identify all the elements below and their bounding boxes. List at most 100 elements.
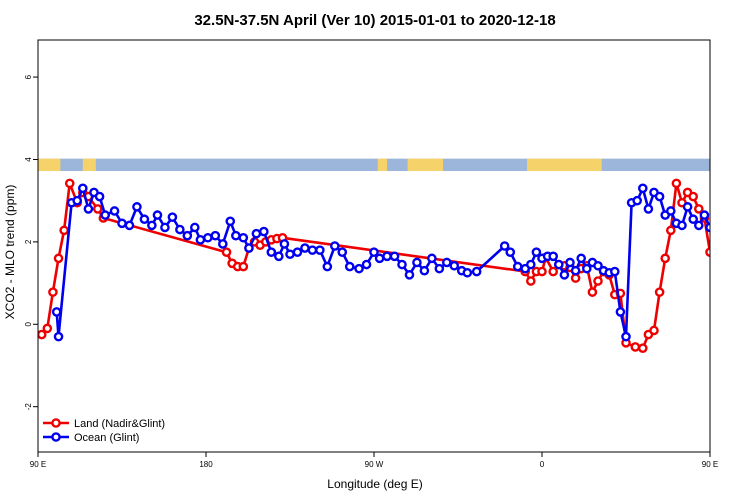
ocean-data-point [167,212,178,222]
ocean-data-point [244,243,254,253]
land-band-segment [407,158,444,172]
land-data-point [42,323,53,334]
y-axis-label: XCO2 - MLO trend (ppm) [3,185,17,320]
ocean-data-point [147,220,157,231]
ocean-data-point [382,251,392,262]
ocean-data-point [512,261,523,272]
ocean-data-point [315,245,325,255]
land-band-segment [38,158,61,172]
ocean-data-point [397,259,407,270]
x-tick-label: 90 E [702,460,718,469]
ocean-data-point [139,214,150,225]
ocean-data-point [259,226,269,237]
y-tick-label: 0 [24,322,33,327]
ocean-data-point [238,232,249,243]
ocean-data-point [266,247,277,257]
land-data-point [688,191,699,202]
land-data-point [53,253,64,264]
ocean-data-point [117,218,127,229]
ocean-data-point [361,259,372,270]
land-data-point [694,204,704,214]
land-data-point [746,238,750,245]
ocean-data-point [412,257,422,268]
land-ocean-band [38,158,733,172]
ocean-data-point [688,214,699,225]
ocean-data-point [582,263,592,274]
ocean-data-point [404,270,415,280]
ocean-data-point [615,307,626,317]
ocean-data-point [593,260,603,271]
ocean-data-point [654,191,665,202]
land-data-point [548,266,559,277]
legend: Land (Nadir&Glint) Ocean (Glint) [43,418,165,444]
y-tick-label: 6 [24,74,33,79]
ocean-data-point [273,251,284,262]
y-tick-label: -2 [24,403,33,411]
land-band-segment [714,159,733,171]
land-data-point [660,253,671,264]
land-data-point [718,263,725,270]
land-data-point [221,247,232,257]
ocean-data-point [285,249,295,260]
x-tick-label: 90 E [30,460,46,469]
ocean-data-point [225,216,236,227]
land-band-segment [82,158,87,172]
land-data-point [59,225,69,236]
ocean-data-point [705,222,710,233]
ocean-data-point [610,266,620,277]
ocean-data-point [554,259,564,270]
ocean-data-point [217,239,228,249]
ocean-data-point [643,204,654,214]
land-data-point [712,260,719,267]
legend-entry-ocean: Ocean (Glint) [43,432,139,444]
ocean-data-point [434,263,445,274]
ocean-data-point [526,259,536,270]
ocean-data-point [100,210,110,220]
ocean-data-point [109,206,120,216]
ocean-data-point [195,235,206,245]
ocean-data-point [152,210,163,220]
ocean-data-point [160,222,170,233]
ocean-data-point [621,331,631,342]
ocean-data-point [329,241,340,251]
ocean-data-point [638,183,648,194]
ocean-data-point [570,265,581,276]
land-data-point [723,263,730,270]
land-data-point [705,247,710,257]
ocean-data-point [565,257,575,268]
ocean-data-point [699,210,710,220]
ocean-data-point [666,206,676,216]
ocean-data-point [499,241,510,251]
ocean-data-point [374,253,385,264]
land-data-point [238,261,249,272]
land-band-segment [86,158,96,172]
ocean-data-point [189,222,200,233]
ocean-data-point [94,191,105,202]
land-series [38,178,750,353]
ocean-data-point [632,195,643,206]
ocean-series [51,183,710,342]
land-data-point [64,178,75,189]
land-data-point [671,178,682,189]
ocean-data-point [51,307,62,317]
land-data-point [649,325,659,336]
y-tick-label: 2 [24,239,33,244]
ocean-data-point [471,266,482,277]
land-data-point [537,266,547,277]
ocean-data-point [694,220,704,231]
ocean-data-point [548,251,559,262]
land-data-point [742,242,749,249]
ocean-data-point [300,243,310,253]
ocean-data-point [462,267,473,278]
ocean-data-point [677,220,687,231]
ocean-data-point [576,253,587,264]
ocean-data-point [337,247,348,257]
ocean-data-point [505,247,516,257]
y-axis-ticks: -2 0 2 4 6 [24,74,38,410]
land-data-point [729,244,736,251]
land-band-segment [527,158,602,172]
legend-swatch-marker [51,418,61,428]
ocean-data-point [182,230,193,241]
ocean-data-point [682,202,693,212]
